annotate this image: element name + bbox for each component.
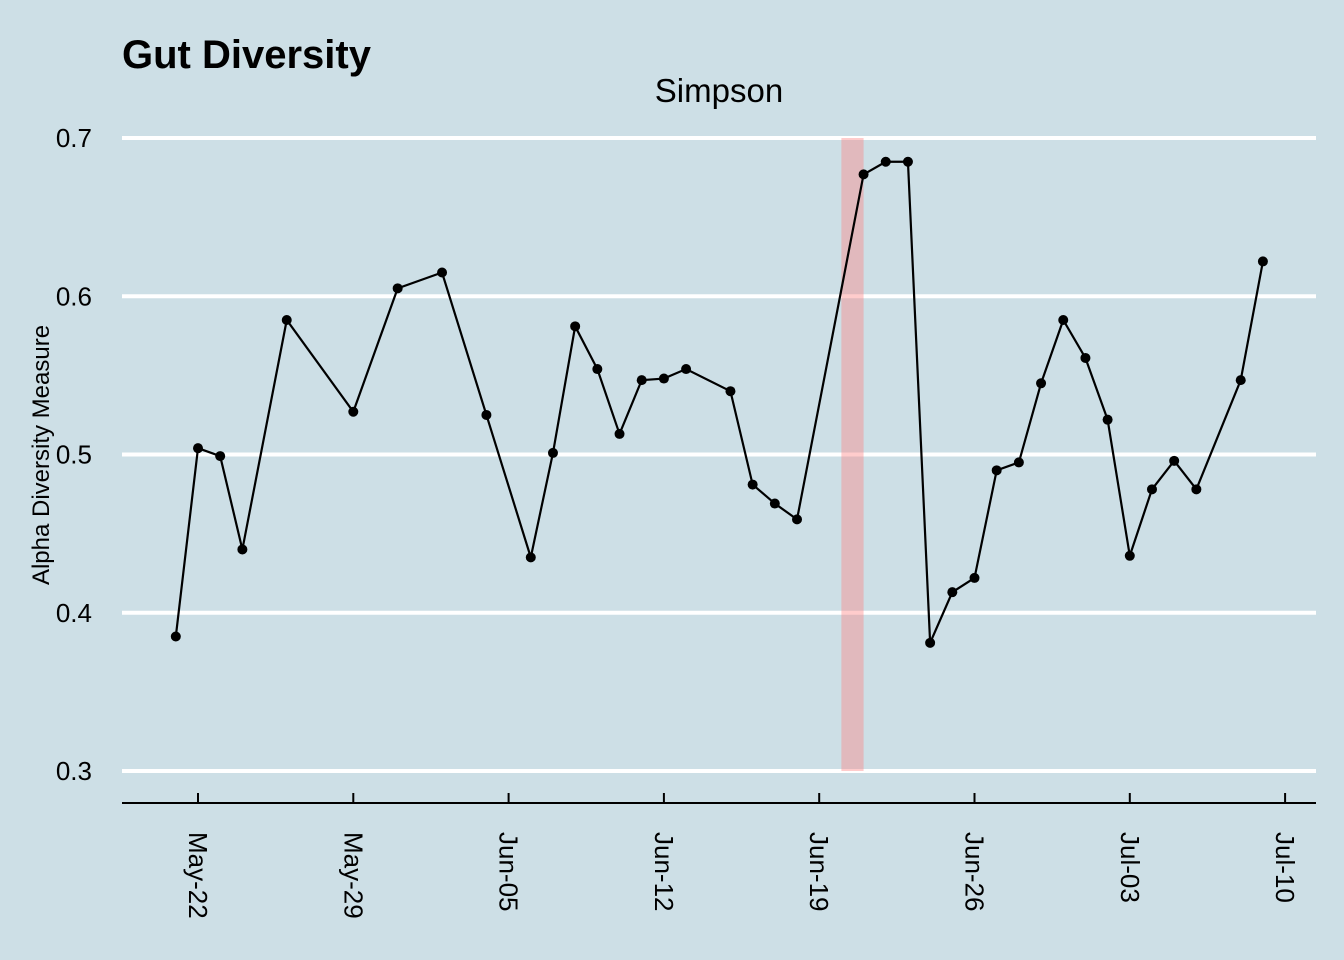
data-point [1235, 375, 1246, 386]
data-point [614, 428, 625, 439]
data-point [769, 498, 780, 509]
data-point [969, 572, 980, 583]
data-point [281, 314, 292, 325]
y-tick-label: 0.7 [56, 123, 92, 153]
data-point [658, 373, 669, 384]
data-point [437, 267, 448, 278]
chart-title: Gut Diversity [122, 33, 372, 77]
y-tick-label: 0.5 [56, 440, 92, 470]
data-point [1013, 457, 1024, 468]
data-point [525, 552, 536, 563]
data-point [792, 514, 803, 525]
x-tick-label: Jul-10 [1270, 832, 1300, 903]
data-point [481, 409, 492, 420]
highlight-band [841, 138, 864, 771]
x-tick-label: Jun-19 [804, 832, 834, 912]
data-point [547, 447, 558, 458]
y-tick-label: 0.6 [56, 281, 92, 311]
x-tick-label: Jun-26 [960, 832, 990, 912]
data-point [1191, 484, 1202, 495]
x-tick-label: Jun-12 [649, 832, 679, 912]
y-tick-label: 0.3 [56, 756, 92, 786]
data-point [1080, 352, 1091, 363]
data-point [1036, 378, 1047, 389]
data-point [725, 386, 736, 397]
series-line [174, 160, 1264, 644]
series [170, 156, 1268, 648]
data-point [570, 321, 581, 332]
y-axis-label: Alpha Diversity Measure [28, 325, 55, 585]
chart-subtitle: Simpson [655, 72, 783, 109]
data-point [193, 443, 203, 454]
data-point [392, 283, 403, 294]
data-point [858, 169, 869, 180]
x-tick-label: Jul-03 [1115, 832, 1145, 903]
data-point [1058, 314, 1069, 325]
data-point [592, 364, 603, 375]
data-point [991, 465, 1002, 476]
x-axis: May-22 May-29 Jun-05 Jun-12 Jun-19 Jun-26 Jul-… [122, 793, 1316, 919]
data-point [1146, 484, 1157, 495]
data-point [348, 406, 359, 417]
y-axis-ticks: 0.3 0.4 0.5 0.6 0.7 [56, 123, 92, 786]
data-point [215, 451, 226, 462]
data-point [170, 631, 181, 642]
x-tick-label: May-22 [183, 832, 213, 919]
data-point [1124, 550, 1135, 561]
data-point [747, 479, 758, 490]
data-point [925, 637, 936, 648]
data-point [1169, 455, 1180, 466]
data-point [681, 364, 692, 375]
data-point [636, 375, 647, 386]
data-point [902, 156, 913, 167]
data-point [1102, 414, 1113, 425]
grid-lines [122, 136, 1316, 773]
x-tick-label: May-29 [338, 832, 368, 919]
data-point [880, 156, 891, 167]
y-tick-label: 0.4 [56, 598, 92, 628]
data-point [237, 544, 248, 555]
data-point [1257, 256, 1268, 267]
x-tick-label: Jun-05 [494, 832, 524, 912]
data-point [947, 587, 958, 598]
highlight-rect [841, 138, 864, 771]
